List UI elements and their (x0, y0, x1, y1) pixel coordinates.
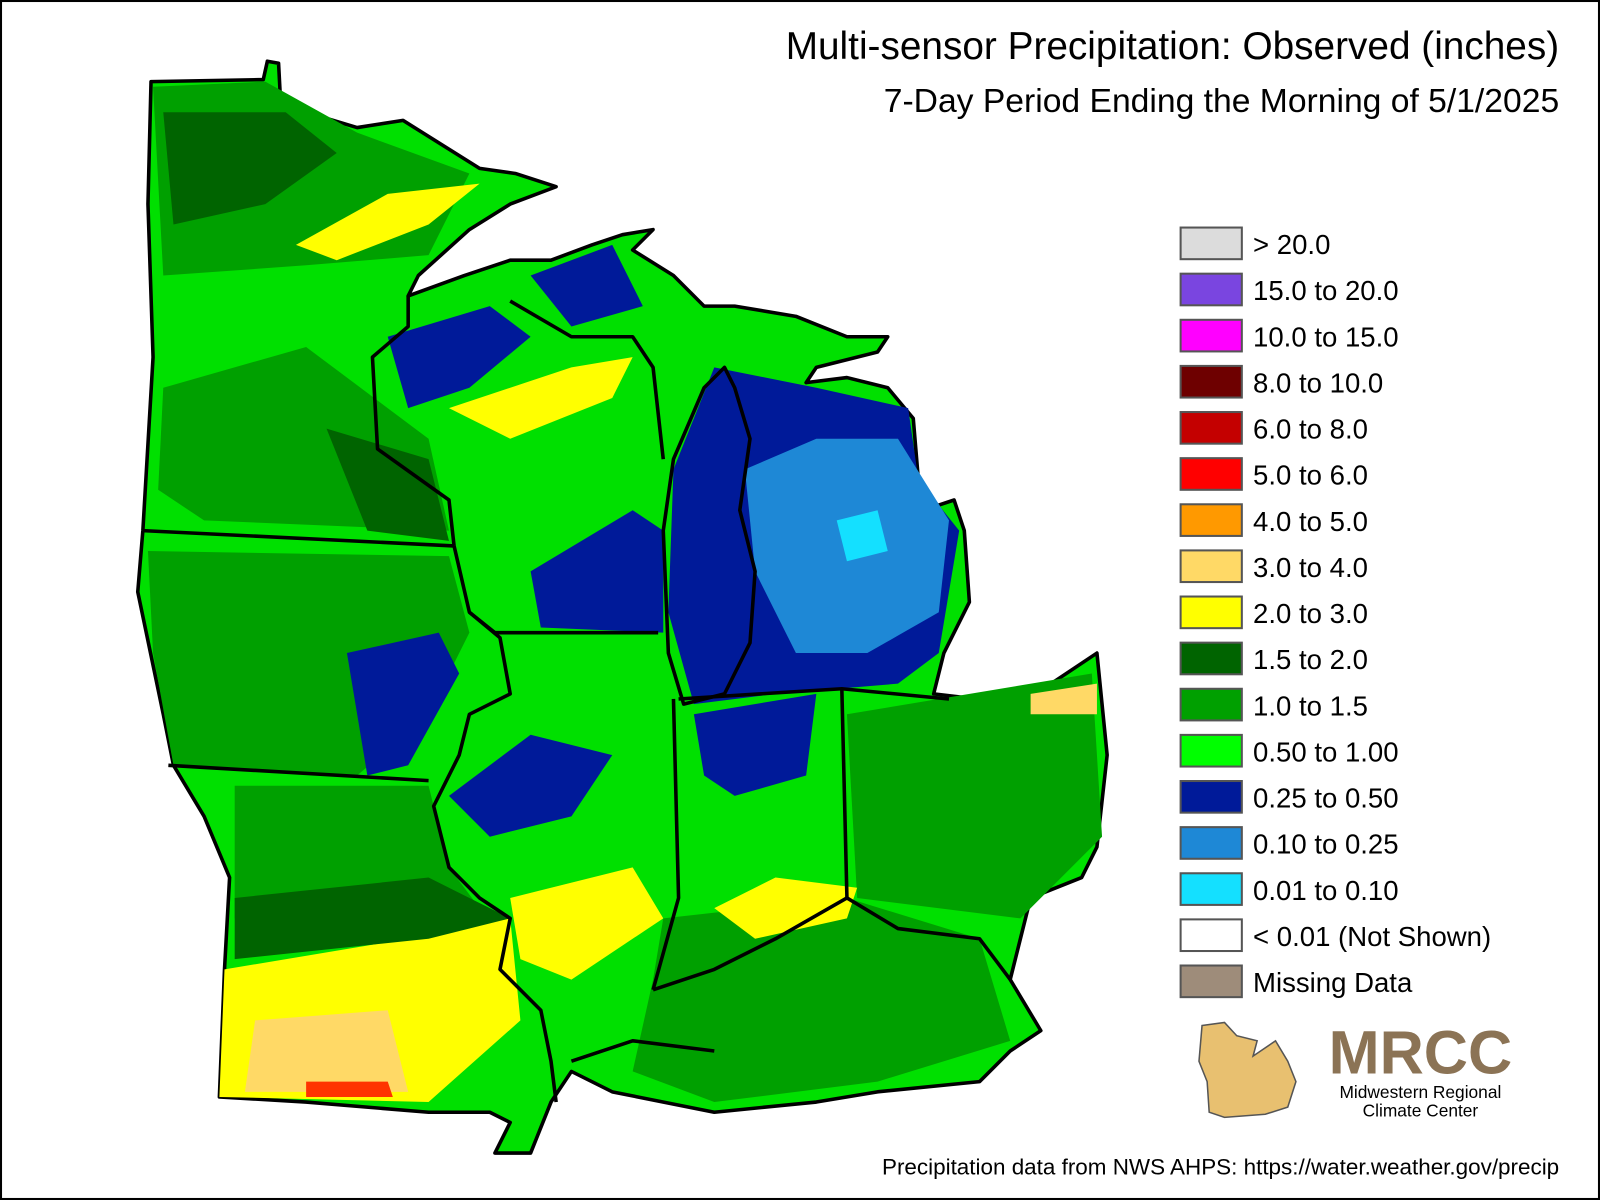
legend-label: 1.5 to 2.0 (1253, 644, 1368, 675)
map-subtitle: 7-Day Period Ending the Morning of 5/1/2… (884, 83, 1559, 120)
source-note: Precipitation data from NWS AHPS: https:… (882, 1154, 1559, 1179)
legend-swatch (1179, 826, 1243, 860)
legend-label: 5.0 to 6.0 (1253, 460, 1368, 491)
legend-swatch (1179, 364, 1243, 399)
legend-swatch (1179, 503, 1243, 537)
legend-label: 0.50 to 1.00 (1253, 736, 1399, 767)
map-title: Multi-sensor Precipitation: Observed (in… (786, 25, 1559, 68)
legend-label: 0.01 to 0.10 (1253, 875, 1399, 906)
legend-swatch (1179, 964, 1243, 999)
legend-label: 8.0 to 10.0 (1253, 367, 1383, 398)
legend-label: 2.0 to 3.0 (1253, 598, 1368, 629)
legend-swatch (1179, 641, 1243, 676)
legend-swatch (1179, 733, 1243, 768)
legend-swatch (1179, 549, 1243, 584)
legend-swatch (1179, 226, 1243, 261)
legend: > 20.0 15.0 to 20.0 10.0 to 15.0 8.0 to 10.… (1179, 226, 1491, 999)
legend-label: > 20.0 (1253, 229, 1330, 260)
legend-label: < 0.01 (Not Shown) (1253, 921, 1491, 952)
legend-label: 3.0 to 4.0 (1253, 552, 1368, 583)
precip-map (135, 59, 1109, 1155)
legend-swatch (1179, 411, 1243, 445)
legend-swatch (1179, 918, 1243, 953)
legend-label: 4.0 to 5.0 (1253, 506, 1368, 537)
logo-map (1198, 1021, 1297, 1119)
state-borders (142, 295, 1012, 1103)
legend-swatch (1179, 780, 1243, 814)
legend-label: 1.0 to 1.5 (1253, 690, 1368, 721)
legend-label: 10.0 to 15.0 (1253, 321, 1399, 352)
legend-swatch (1179, 687, 1243, 722)
logo: MRCC Midwestern Regional Climate Center (1198, 1018, 1513, 1120)
logo-line: Midwestern Regional (1340, 1082, 1502, 1102)
legend-label: 6.0 to 8.0 (1253, 414, 1368, 445)
logo-name: MRCC (1329, 1018, 1513, 1086)
precip-patches (147, 81, 1103, 1103)
legend-label: 15.0 to 20.0 (1253, 275, 1399, 306)
logo-line: Climate Center (1363, 1100, 1479, 1120)
legend-swatch (1179, 272, 1243, 307)
legend-label: 0.25 to 0.50 (1253, 783, 1399, 814)
legend-label: 0.10 to 0.25 (1253, 829, 1399, 860)
legend-swatch (1179, 318, 1243, 353)
legend-swatch (1179, 457, 1243, 491)
legend-swatch (1179, 872, 1243, 906)
lake-michigan (661, 365, 757, 706)
legend-label: Missing Data (1253, 967, 1413, 998)
legend-swatch (1179, 595, 1243, 630)
